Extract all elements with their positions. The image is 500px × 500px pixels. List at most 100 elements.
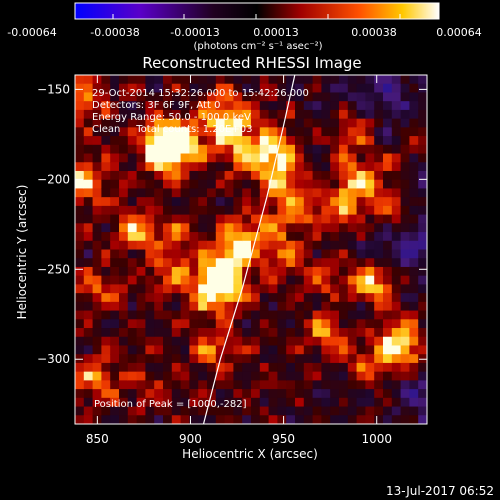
heatmap-cell [321, 275, 331, 285]
heatmap-cell [92, 144, 102, 155]
heatmap-cell [92, 328, 102, 338]
heatmap-cell [83, 83, 94, 94]
heatmap-cell [154, 415, 164, 424]
heatmap-cell [286, 162, 296, 172]
heatmap-cell [215, 118, 226, 128]
heatmap-cell [198, 328, 208, 338]
heatmap-cell [163, 284, 173, 294]
heatmap-cell [119, 101, 129, 111]
heatmap-cell [145, 328, 155, 338]
heatmap-cell [339, 197, 349, 207]
heatmap-cell [189, 301, 199, 312]
heatmap-cell [198, 319, 208, 329]
heatmap-cell [312, 197, 322, 207]
heatmap-cell [321, 397, 331, 408]
heatmap-cell [339, 275, 349, 285]
heatmap-cell [391, 83, 402, 94]
heatmap-cell [356, 284, 366, 294]
heatmap-cell [286, 223, 296, 233]
heatmap-cell [365, 249, 375, 259]
heatmap-cell [101, 389, 111, 399]
heatmap-cell [268, 75, 278, 85]
heatmap-cell [383, 258, 393, 268]
heatmap-cell [295, 109, 305, 120]
heatmap-cell [119, 92, 129, 102]
heatmap-cell [321, 75, 331, 85]
heatmap-cell [374, 214, 384, 224]
heatmap-cell [330, 389, 340, 399]
heatmap-cell [145, 205, 155, 216]
heatmap-cell [330, 293, 340, 303]
heatmap-cell [277, 389, 287, 399]
heatmap-cell [101, 371, 111, 381]
heatmap-cell [163, 266, 173, 277]
heatmap-cell [391, 127, 402, 137]
heatmap-cell [347, 275, 358, 285]
heatmap-cell [277, 266, 287, 277]
heatmap-cell [83, 336, 94, 347]
heatmap-cell [339, 240, 349, 251]
heatmap-cell [83, 153, 94, 163]
heatmap-cell [136, 293, 146, 303]
heatmap-cell [127, 197, 138, 207]
heatmap-cell [277, 214, 287, 224]
heatmap-cell [154, 153, 164, 163]
heatmap-cell [286, 92, 296, 102]
heatmap-cell [374, 371, 384, 381]
heatmap-cell [136, 380, 146, 390]
heatmap-cell [242, 406, 252, 416]
heatmap-cell [374, 118, 384, 128]
heatmap-cell [259, 249, 270, 259]
heatmap-cell [145, 249, 155, 259]
heatmap-cell [277, 345, 287, 355]
heatmap-cell [110, 345, 120, 355]
heatmap-cell [295, 232, 305, 242]
heatmap-cell [101, 415, 111, 424]
heatmap-cell [303, 301, 314, 312]
heatmap-cell [409, 380, 419, 390]
heatmap-cell [347, 284, 358, 294]
heatmap-cell [383, 153, 393, 163]
heatmap-cell [277, 101, 287, 111]
heatmap-cell [119, 232, 129, 242]
heatmap-cell [251, 197, 261, 207]
heatmap-cell [215, 223, 226, 233]
heatmap-cell [224, 136, 234, 146]
heatmap-cell [295, 345, 305, 355]
heatmap-cell [321, 328, 331, 338]
heatmap-cell [365, 345, 375, 355]
heatmap-cell [119, 397, 129, 408]
heatmap-cell [180, 118, 190, 128]
heatmap-cell [163, 371, 173, 381]
heatmap-cell [409, 223, 419, 233]
heatmap-cell [189, 362, 199, 373]
heatmap-cell [198, 127, 208, 137]
heatmap-cell [356, 83, 366, 94]
heatmap-cell [110, 144, 120, 155]
heatmap-cell [180, 109, 190, 120]
heatmap-cell [374, 266, 384, 277]
heatmap-cell [127, 293, 138, 303]
heatmap-cell [303, 336, 314, 347]
heatmap-cell [268, 188, 278, 198]
heatmap-cell [189, 153, 199, 163]
heatmap-cell [356, 249, 366, 259]
heatmap-cell [391, 275, 402, 285]
heatmap-cell [259, 83, 270, 94]
heatmap-cell [233, 188, 243, 198]
heatmap-cell [277, 415, 287, 424]
heatmap-cell [119, 153, 129, 163]
heatmap-cell [259, 136, 270, 146]
heatmap-cell [127, 214, 138, 224]
heatmap-cell [154, 249, 164, 259]
heatmap-cell [400, 284, 410, 294]
heatmap-cell [339, 249, 349, 259]
heatmap-cell [207, 118, 217, 128]
heatmap-cell [356, 328, 366, 338]
heatmap-cell [295, 266, 305, 277]
heatmap-cell [374, 83, 384, 94]
heatmap-cell [75, 188, 85, 198]
heatmap-cell [347, 389, 358, 399]
heatmap-cell [277, 397, 287, 408]
heatmap-cell [259, 362, 270, 373]
